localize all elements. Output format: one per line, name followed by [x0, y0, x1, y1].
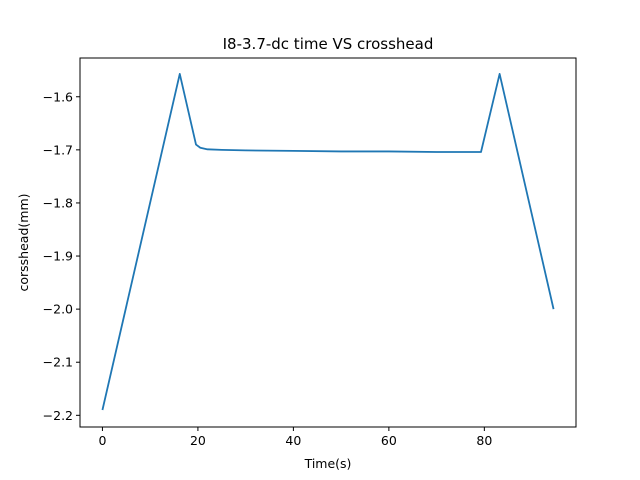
- y-axis-ticks: −2.2 −2.1 −2.0 −1.9 −1.8 −1.7 −1.6: [43, 89, 80, 423]
- x-tick-label: 80: [476, 433, 492, 448]
- x-tick-label: 60: [381, 433, 397, 448]
- x-axis-ticks: 0 20 40 60 80: [98, 427, 492, 448]
- y-tick-label: −2.2: [43, 408, 73, 423]
- series-layer: [101, 73, 555, 411]
- y-axis-label: corsshead(mm): [16, 194, 31, 292]
- chart-title: I8-3.7-dc time VS crosshead: [223, 35, 434, 53]
- y-tick-label: −1.8: [43, 195, 73, 210]
- y-tick-label: −1.7: [43, 142, 73, 157]
- x-tick-label: 20: [190, 433, 206, 448]
- series-line-0: [101, 73, 555, 411]
- y-tick-label: −1.9: [43, 249, 73, 264]
- y-tick-label: −2.1: [43, 355, 73, 370]
- x-axis-label: Time(s): [304, 456, 352, 471]
- axes-frame: [79, 57, 577, 428]
- x-tick-label: 40: [285, 433, 301, 448]
- y-tick-label: −1.6: [43, 89, 73, 104]
- y-tick-label: −2.0: [43, 302, 73, 317]
- x-tick-label: 0: [98, 433, 106, 448]
